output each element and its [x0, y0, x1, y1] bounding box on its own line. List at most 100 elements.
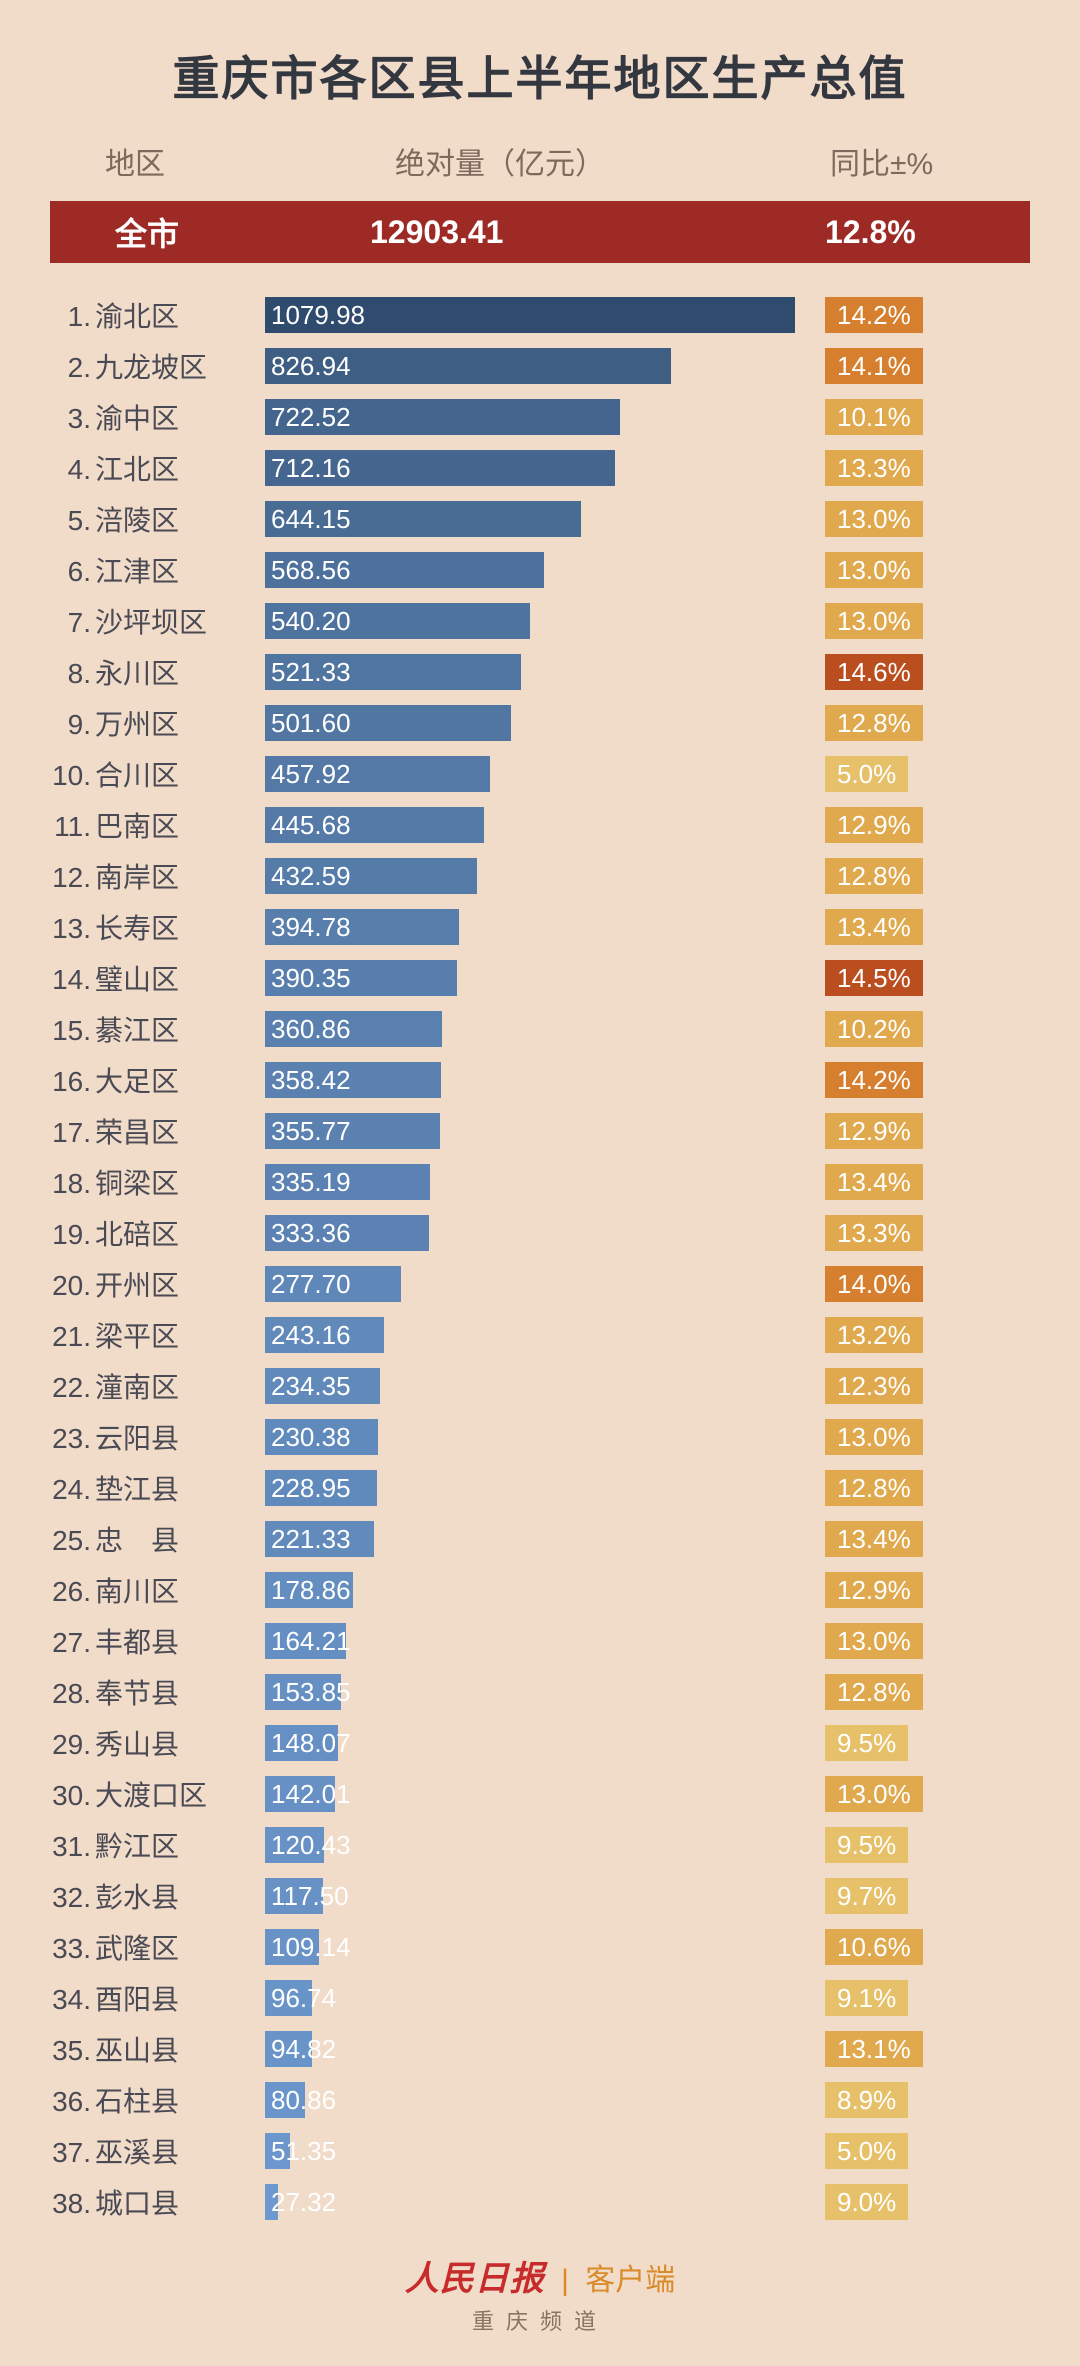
bar-cell: 153.85 — [265, 1670, 800, 1714]
rank-name-cell: 18.铜梁区 — [50, 1162, 265, 1202]
bar-cell: 521.33 — [265, 650, 800, 694]
rank-number: 28. — [50, 1678, 95, 1710]
value-label: 221.33 — [271, 1521, 351, 1557]
pct-cell: 12.9% — [800, 1572, 1030, 1608]
value-label: 234.35 — [271, 1368, 351, 1404]
value-label: 540.20 — [271, 603, 351, 639]
page-title: 重庆市各区县上半年地区生产总值 — [50, 40, 1030, 109]
rank-number: 27. — [50, 1627, 95, 1659]
table-row: 38.城口县27.329.0% — [50, 2178, 1030, 2226]
table-row: 16.大足区358.4214.2% — [50, 1056, 1030, 1104]
rank-number: 5. — [50, 505, 95, 537]
rank-number: 36. — [50, 2086, 95, 2118]
rank-name-cell: 10.合川区 — [50, 754, 265, 794]
pct-cell: 9.5% — [800, 1725, 1030, 1761]
table-row: 13.长寿区394.7813.4% — [50, 903, 1030, 951]
table-row: 32.彭水县117.509.7% — [50, 1872, 1030, 1920]
pct-cell: 14.0% — [800, 1266, 1030, 1302]
bar-cell: 277.70 — [265, 1262, 800, 1306]
table-row: 6.江津区568.5613.0% — [50, 546, 1030, 594]
rank-number: 10. — [50, 760, 95, 792]
pct-cell: 12.3% — [800, 1368, 1030, 1404]
pct-badge: 14.6% — [825, 654, 923, 690]
region-name: 璧山区 — [95, 958, 179, 998]
rank-name-cell: 34.酉阳县 — [50, 1978, 265, 2018]
pct-cell: 13.2% — [800, 1317, 1030, 1353]
table-row: 22.潼南区234.3512.3% — [50, 1362, 1030, 1410]
value-label: 117.50 — [271, 1878, 349, 1914]
rank-number: 23. — [50, 1423, 95, 1455]
bar-cell: 390.35 — [265, 956, 800, 1000]
rank-number: 29. — [50, 1729, 95, 1761]
pct-cell: 12.8% — [800, 1674, 1030, 1710]
pct-badge: 13.1% — [825, 2031, 923, 2067]
pct-badge: 12.9% — [825, 1572, 923, 1608]
pct-badge: 13.0% — [825, 552, 923, 588]
rank-number: 12. — [50, 862, 95, 894]
pct-cell: 12.8% — [800, 1470, 1030, 1506]
rank-name-cell: 30.大渡口区 — [50, 1774, 265, 1814]
pct-cell: 13.0% — [800, 1623, 1030, 1659]
rank-number: 14. — [50, 964, 95, 996]
table-row: 31.黔江区120.439.5% — [50, 1821, 1030, 1869]
pct-badge: 12.8% — [825, 1674, 923, 1710]
region-name: 荣昌区 — [95, 1111, 179, 1151]
rank-number: 4. — [50, 454, 95, 486]
region-name: 永川区 — [95, 652, 179, 692]
rank-number: 34. — [50, 1984, 95, 2016]
bar-cell: 644.15 — [265, 497, 800, 541]
pct-badge: 13.0% — [825, 501, 923, 537]
bar-cell: 142.01 — [265, 1772, 800, 1816]
region-name: 长寿区 — [95, 907, 179, 947]
region-name: 綦江区 — [95, 1009, 179, 1049]
table-row: 37.巫溪县51.355.0% — [50, 2127, 1030, 2175]
table-row: 3.渝中区722.5210.1% — [50, 393, 1030, 441]
pct-cell: 14.5% — [800, 960, 1030, 996]
value-label: 153.85 — [271, 1674, 351, 1710]
pct-badge: 12.8% — [825, 858, 923, 894]
rank-number: 19. — [50, 1219, 95, 1251]
bar-cell: 501.60 — [265, 701, 800, 745]
table-row: 27.丰都县164.2113.0% — [50, 1617, 1030, 1665]
table-row: 8.永川区 521.33 14.6% — [50, 648, 1030, 696]
rank-name-cell: 1.渝北区 — [50, 295, 265, 335]
rank-name-cell: 2.九龙坡区 — [50, 346, 265, 386]
region-name: 巫溪县 — [95, 2131, 179, 2171]
pct-badge: 13.3% — [825, 1215, 923, 1251]
rank-number: 26. — [50, 1576, 95, 1608]
pct-cell: 12.9% — [800, 807, 1030, 843]
pct-cell: 12.8% — [800, 858, 1030, 894]
infographic-page: 重庆市各区县上半年地区生产总值 地区 绝对量（亿元） 同比±% 全市 12903… — [0, 0, 1080, 2366]
region-name: 巫山县 — [95, 2029, 179, 2069]
region-name: 沙坪坝区 — [95, 601, 207, 641]
rank-number: 30. — [50, 1780, 95, 1812]
value-label: 120.43 — [271, 1827, 351, 1863]
table-row: 10.合川区457.925.0% — [50, 750, 1030, 798]
bar-cell: 360.86 — [265, 1007, 800, 1051]
table-row: 7.沙坪坝区540.2013.0% — [50, 597, 1030, 645]
value-label: 96.74 — [271, 1980, 336, 2016]
rank-number: 24. — [50, 1474, 95, 1506]
bar-cell: 826.94 — [265, 344, 800, 388]
pct-cell: 5.0% — [800, 2133, 1030, 2169]
pct-badge: 12.8% — [825, 1470, 923, 1506]
pct-badge: 14.5% — [825, 960, 923, 996]
pct-cell: 13.0% — [800, 501, 1030, 537]
pct-badge: 13.0% — [825, 1623, 923, 1659]
bar-cell: 178.86 — [265, 1568, 800, 1612]
rank-name-cell: 14.璧山区 — [50, 958, 265, 998]
pct-cell: 13.0% — [800, 1776, 1030, 1812]
rank-name-cell: 7.沙坪坝区 — [50, 601, 265, 641]
bar-cell: 568.56 — [265, 548, 800, 592]
rank-name-cell: 20.开州区 — [50, 1264, 265, 1304]
pct-cell: 13.0% — [800, 552, 1030, 588]
region-name: 秀山县 — [95, 1723, 179, 1763]
pct-badge: 12.9% — [825, 807, 923, 843]
pct-cell: 12.8% — [800, 705, 1030, 741]
pct-cell: 9.5% — [800, 1827, 1030, 1863]
region-name: 奉节县 — [95, 1672, 179, 1712]
rank-number: 15. — [50, 1015, 95, 1047]
bar-cell: 96.74 — [265, 1976, 800, 2020]
value-label: 712.16 — [271, 450, 351, 486]
rank-number: 8. — [50, 658, 95, 690]
